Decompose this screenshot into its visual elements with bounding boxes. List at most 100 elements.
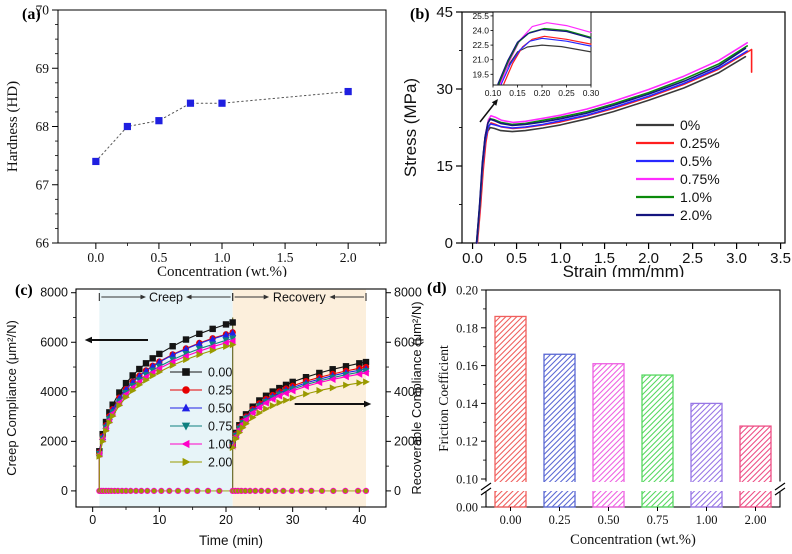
svg-text:2.0: 2.0: [638, 250, 659, 267]
svg-text:0.5: 0.5: [506, 250, 527, 267]
svg-text:0.14: 0.14: [456, 397, 479, 411]
svg-text:0.00: 0.00: [500, 513, 522, 527]
svg-text:67: 67: [36, 177, 50, 192]
svg-text:0.25: 0.25: [558, 88, 575, 98]
panel-c-ylabel-right: Recoverable Compliance (μm²/N): [409, 301, 424, 494]
panel-c-axes: 0 0 2000 2000 4000 4000 6000 6000 8000 8000 0 10 20 3…: [4, 286, 424, 548]
svg-text:8000: 8000: [394, 286, 422, 300]
region-label-recovery: Recovery: [273, 291, 327, 305]
svg-text:0.0: 0.0: [87, 250, 104, 265]
svg-text:2.5: 2.5: [682, 250, 703, 267]
svg-text:0: 0: [89, 513, 96, 527]
panel-a-data: [92, 87, 352, 166]
panel-b-ylabel: Stress (MPa): [401, 78, 420, 177]
panel-c-legend: 0.00 0.25 0.50 0.75 1.00 2.00: [170, 366, 232, 470]
panel-d-label: (d): [427, 280, 447, 297]
region-label-creep: Creep: [149, 291, 183, 305]
panel-c-zero-markers: [96, 487, 370, 494]
svg-text:10: 10: [152, 513, 166, 527]
svg-text:0.50: 0.50: [598, 513, 620, 527]
svg-text:2000: 2000: [394, 434, 422, 448]
panel-b-inset: 19.5 21.0 22.5 24.0 25.5 0.10 0.15 0.20 0.25 0.30: [472, 11, 599, 98]
svg-text:0.30: 0.30: [583, 88, 600, 98]
legend-label: 0.5%: [680, 153, 712, 169]
panel-b-xlabel: Strain (mm/mm): [563, 262, 685, 277]
svg-text:0: 0: [61, 484, 68, 498]
legend-label: 0.25: [208, 384, 232, 398]
svg-text:0.16: 0.16: [456, 359, 478, 373]
legend-label: 0.75: [208, 420, 232, 434]
series-2.00: [96, 341, 370, 492]
svg-text:1.5: 1.5: [594, 250, 615, 267]
panel-d-chart: 0.00 0.10 0.12 0.14 0.16 0.18 0.20 0.00 0.25 0.50…: [436, 284, 786, 548]
svg-text:1.5: 1.5: [277, 250, 294, 265]
legend-label: 0%: [680, 117, 700, 133]
panel-c-axis-arrows: [84, 336, 372, 408]
panel-d-ylabel: Friction Coefficient: [436, 345, 451, 452]
svg-text:66: 66: [36, 236, 50, 251]
svg-text:0.0: 0.0: [462, 250, 483, 267]
panel-c-region-labels: Creep Recovery: [98, 291, 367, 305]
svg-text:2.0: 2.0: [340, 250, 357, 265]
svg-text:0.10: 0.10: [456, 473, 478, 487]
svg-text:0.15: 0.15: [509, 88, 526, 98]
bar-0.00: [494, 315, 527, 508]
panel-b-label: (b): [410, 6, 430, 23]
legend-label: 0.00: [208, 366, 232, 380]
svg-text:25.5: 25.5: [472, 11, 489, 21]
svg-text:45: 45: [436, 4, 453, 21]
svg-text:1.0: 1.0: [214, 250, 231, 265]
svg-text:0.12: 0.12: [456, 435, 478, 449]
svg-text:8000: 8000: [40, 286, 68, 300]
svg-text:70: 70: [36, 3, 50, 18]
panel-a-label: (a): [22, 6, 41, 23]
panel-a-axes: 66 67 68 69 70 0.0 0.5 1.0 1.5 2.0 Concentration (…: [5, 3, 387, 277]
svg-text:19.5: 19.5: [472, 69, 489, 79]
legend-label: 2.00: [208, 456, 232, 470]
panel-b-axes: 0 15 30 45 0.0 0.5 1.0 1.5 2.0 2.5 3.0 3.5 Strain (m…: [401, 4, 791, 277]
svg-text:3.5: 3.5: [770, 250, 791, 267]
bar-2.00: [739, 425, 772, 508]
svg-text:40: 40: [352, 513, 366, 527]
svg-text:2000: 2000: [40, 434, 68, 448]
svg-text:6000: 6000: [40, 335, 68, 349]
legend-label: 0.75%: [680, 171, 720, 187]
panel-c-chart: Creep Recovery 0.00 0.25 0.50 0.75 1.00 2.00 0 0 2…: [4, 286, 424, 548]
panel-a-xlabel: Concentration (wt.%): [157, 264, 287, 277]
svg-text:30: 30: [436, 81, 453, 98]
legend-label: 2.0%: [680, 207, 712, 223]
svg-text:21.0: 21.0: [472, 55, 489, 65]
panel-a-chart: 66 67 68 69 70 0.0 0.5 1.0 1.5 2.0 Concentration (…: [5, 3, 387, 277]
svg-text:0.10: 0.10: [485, 88, 502, 98]
svg-text:22.5: 22.5: [472, 40, 489, 50]
legend-label: 0.25%: [680, 135, 720, 151]
svg-text:30: 30: [286, 513, 300, 527]
panel-d-axes: [485, 289, 781, 508]
panel-c-series: [95, 319, 370, 492]
svg-text:0.20: 0.20: [456, 284, 478, 298]
panel-a-ylabel: Hardness (HD): [5, 81, 21, 172]
series-2.0%: [475, 47, 747, 244]
svg-text:0.18: 0.18: [456, 321, 478, 335]
svg-text:69: 69: [36, 61, 50, 76]
svg-text:0: 0: [394, 484, 401, 498]
svg-text:3.0: 3.0: [726, 250, 747, 267]
svg-text:0: 0: [445, 235, 453, 252]
panel-d-xlabel: Concentration (wt.%): [570, 532, 696, 548]
bar-1.00: [690, 402, 723, 508]
svg-text:1.0: 1.0: [550, 250, 571, 267]
svg-text:4000: 4000: [40, 385, 68, 399]
panel-c-ylabel-left: Creep Compliance (μm²/N): [4, 320, 19, 476]
panel-d-bars: [494, 315, 772, 508]
panel-d-axis-break: [480, 481, 786, 496]
svg-text:0.25: 0.25: [549, 513, 571, 527]
svg-text:4000: 4000: [394, 385, 422, 399]
panel-b-legend: 0% 0.25% 0.5% 0.75% 1.0% 2.0%: [636, 117, 720, 223]
svg-text:1.00: 1.00: [696, 513, 718, 527]
svg-text:0.20: 0.20: [534, 88, 551, 98]
svg-text:20: 20: [219, 513, 233, 527]
svg-text:68: 68: [36, 119, 50, 134]
svg-text:0.00: 0.00: [456, 501, 478, 515]
legend-label: 1.00: [208, 438, 232, 452]
